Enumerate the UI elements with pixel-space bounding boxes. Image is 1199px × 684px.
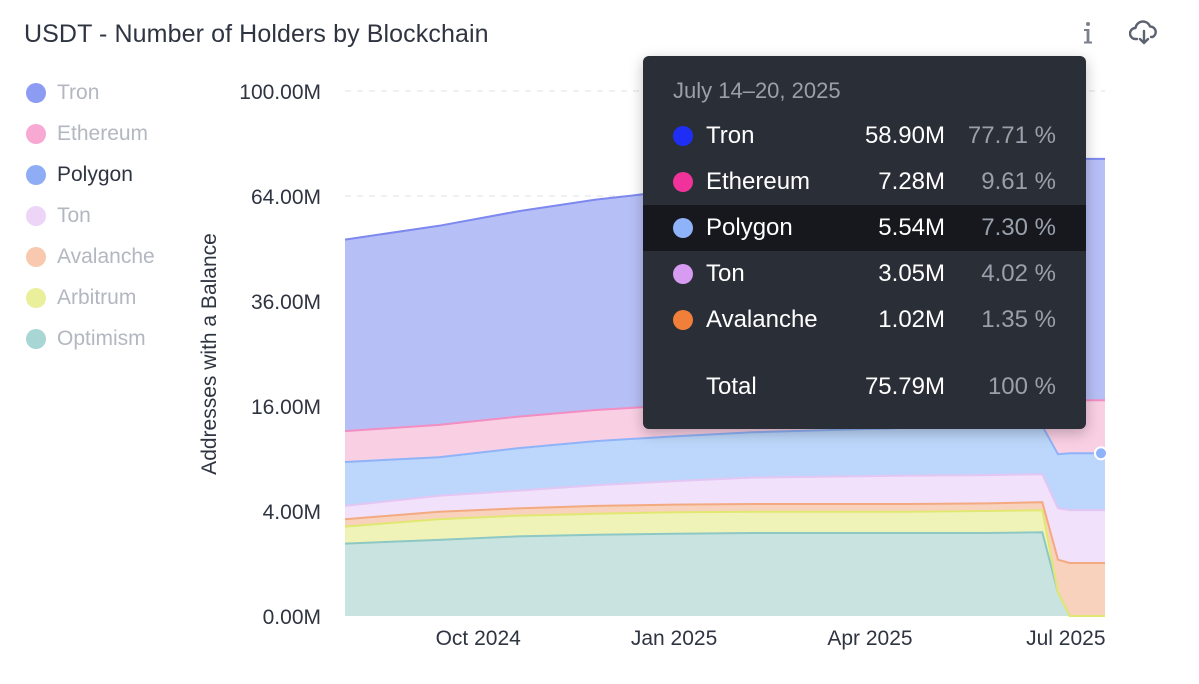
legend-item-tron[interactable]: Tron — [26, 72, 155, 113]
y-tick-label: 16.00M — [251, 396, 321, 419]
tooltip-row-ethereum: Ethereum 7.28M 9.61 % — [643, 159, 1086, 205]
legend-swatch — [26, 82, 46, 103]
tooltip-series-pct: 77.71 % — [967, 122, 1056, 149]
y-tick-label: 4.00M — [263, 501, 321, 524]
line-arbitrum — [344, 509, 1105, 617]
tooltip-series-pct: 9.61 % — [981, 168, 1056, 195]
tooltip-swatch — [673, 264, 693, 284]
area-ton — [345, 474, 1105, 563]
tooltip-series-pct: 1.35 % — [981, 306, 1056, 333]
tooltip-date: July 14–20, 2025 — [673, 78, 841, 103]
chart-toolbar — [1073, 18, 1159, 48]
legend-label: Optimism — [57, 326, 146, 350]
legend-label: Tron — [57, 80, 100, 104]
tooltip-series-value: 58.90M — [864, 122, 945, 149]
tooltip-swatch — [673, 172, 693, 192]
legend-label: Arbitrum — [57, 285, 137, 309]
legend-item-arbitrum[interactable]: Arbitrum — [26, 277, 155, 318]
legend-swatch — [26, 287, 46, 308]
chart-title: USDT - Number of Holders by Blockchain — [24, 20, 489, 48]
tooltip-series-name: Tron — [706, 122, 755, 149]
y-axis-title: Addresses with a Balance — [198, 233, 221, 475]
x-tick-label: Oct 2024 — [436, 627, 522, 650]
area-optimism — [345, 532, 1105, 616]
legend-swatch — [26, 328, 46, 349]
x-tick-label: Apr 2025 — [827, 627, 912, 650]
tooltip-series-pct: 4.02 % — [981, 260, 1056, 287]
tooltip-series-value: 5.54M — [878, 214, 945, 241]
tooltip-total-pct: 100 % — [987, 373, 1056, 400]
chart-tooltip: July 14–20, 2025 Tron 58.90M 77.71 % Ethere… — [643, 56, 1086, 429]
tooltip-series-name: Avalanche — [706, 306, 818, 333]
legend-item-polygon[interactable]: Polygon — [26, 154, 155, 195]
line-ton — [344, 473, 1105, 512]
info-icon[interactable] — [1073, 18, 1103, 48]
legend-label: Avalanche — [57, 244, 155, 268]
legend-swatch — [26, 205, 46, 226]
tooltip-row-ton: Ton 3.05M 4.02 % — [643, 251, 1086, 297]
y-tick-label: 64.00M — [251, 186, 321, 209]
tooltip-series-name: Ethereum — [706, 168, 811, 195]
legend-item-optimism[interactable]: Optimism — [26, 318, 155, 359]
tooltip-series-value: 3.05M — [878, 260, 945, 287]
tooltip-series-name: Polygon — [706, 214, 793, 241]
tooltip-swatch — [673, 126, 693, 146]
legend-item-ton[interactable]: Ton — [26, 195, 155, 236]
hover-point-marker — [1094, 446, 1108, 461]
legend-swatch — [26, 123, 46, 144]
legend-swatch — [26, 164, 46, 185]
tooltip-series-pct: 7.30 % — [981, 214, 1056, 241]
tooltip-row-polygon: Polygon 5.54M 7.30 % — [643, 205, 1086, 251]
chart-legend: Tron Ethereum Polygon Ton Avalanche Arbitrum O… — [26, 72, 155, 359]
tooltip-series-name: Ton — [706, 260, 745, 287]
cloud-download-icon[interactable] — [1129, 18, 1159, 48]
legend-label: Ton — [57, 203, 91, 227]
tooltip-swatch — [673, 310, 693, 330]
tooltip-total-label: Total — [706, 373, 757, 400]
legend-label: Polygon — [57, 162, 133, 186]
tooltip-rows: Tron 58.90M 77.71 % Ethereum 7.28M 9.61 % Poly… — [643, 113, 1086, 343]
y-tick-label: 0.00M — [263, 606, 321, 629]
tooltip-total-row: Total 75.79M 100 % — [643, 364, 1086, 410]
x-tick-label: Jan 2025 — [631, 627, 717, 650]
tooltip-row-tron: Tron 58.90M 77.71 % — [643, 113, 1086, 159]
tooltip-swatch — [673, 218, 693, 238]
y-tick-label: 36.00M — [251, 291, 321, 314]
legend-item-avalanche[interactable]: Avalanche — [26, 236, 155, 277]
y-tick-label: 100.00M — [239, 81, 321, 104]
tooltip-series-value: 1.02M — [878, 306, 945, 333]
legend-label: Ethereum — [57, 121, 149, 145]
legend-item-ethereum[interactable]: Ethereum — [26, 113, 155, 154]
line-avalanche — [344, 501, 1105, 564]
x-tick-label: Jul 2025 — [1026, 627, 1105, 650]
tooltip-row-avalanche: Avalanche 1.02M 1.35 % — [643, 297, 1086, 343]
legend-swatch — [26, 246, 46, 267]
tooltip-total-value: 75.79M — [864, 373, 945, 400]
tooltip-series-value: 7.28M — [878, 168, 945, 195]
